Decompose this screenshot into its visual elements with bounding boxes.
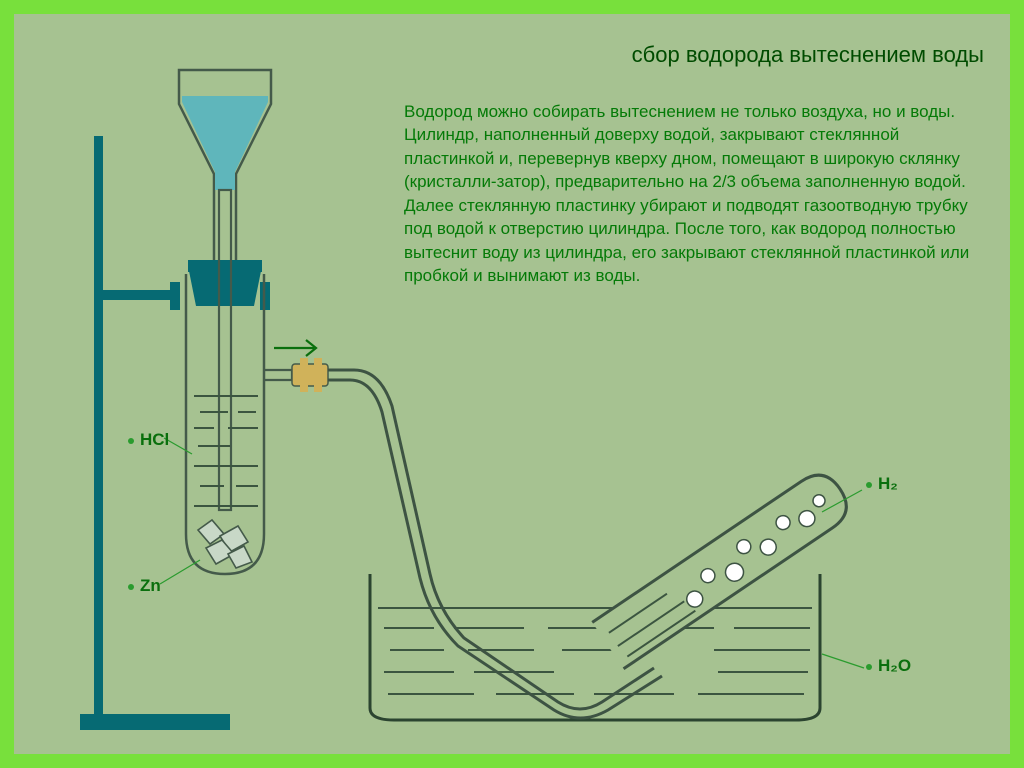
dot-icon xyxy=(866,482,872,488)
collection-tube xyxy=(592,466,855,669)
funnel-stem xyxy=(219,190,231,510)
dot-icon xyxy=(128,438,134,444)
connector xyxy=(292,358,328,392)
zinc-pieces xyxy=(198,520,252,568)
stand-pole xyxy=(94,136,103,716)
page-content: сбор водорода вытеснением воды Водород м… xyxy=(14,14,1010,754)
label-hcl: HCl xyxy=(128,430,169,450)
reaction-tube xyxy=(186,274,264,574)
rubber-stopper xyxy=(188,266,262,306)
label-h2: H₂ xyxy=(866,474,898,494)
dot-icon xyxy=(866,664,872,670)
flow-arrow-icon xyxy=(274,340,316,356)
delivery-tube-inner xyxy=(328,380,662,718)
label-h2o: H₂O xyxy=(866,656,911,676)
diagram xyxy=(14,14,1010,754)
hcl-liquid xyxy=(194,396,258,506)
delivery-tube xyxy=(328,370,654,709)
side-arm xyxy=(264,370,292,380)
stand-base xyxy=(80,714,230,730)
dot-icon xyxy=(128,584,134,590)
clamp-arm xyxy=(103,290,175,300)
page-frame: сбор водорода вытеснением воды Водород м… xyxy=(0,0,1024,768)
thistle-funnel xyxy=(179,70,271,264)
label-zn: Zn xyxy=(128,576,161,596)
clamp-grip-left xyxy=(170,282,180,310)
